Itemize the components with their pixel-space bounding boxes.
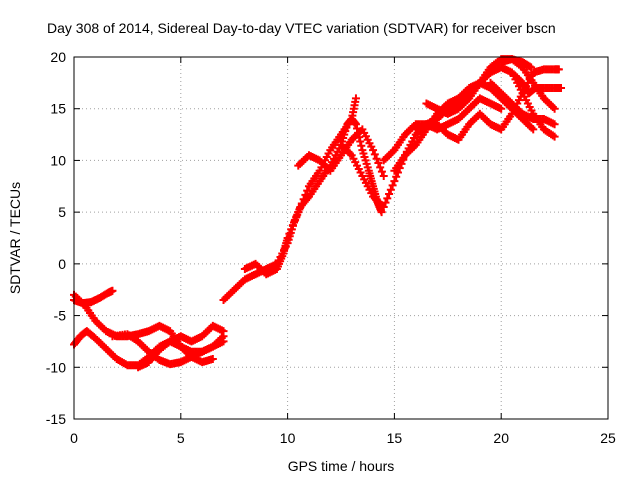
data-point xyxy=(219,337,228,346)
y-tick-label: 5 xyxy=(58,204,66,220)
data-point xyxy=(287,225,296,234)
data-point xyxy=(357,141,366,150)
data-point xyxy=(557,84,566,93)
data-point xyxy=(529,125,538,134)
data-point xyxy=(376,163,385,172)
data-point xyxy=(372,154,381,163)
data-point xyxy=(497,104,506,113)
data-point xyxy=(301,190,310,199)
data-point xyxy=(383,194,392,203)
y-tick-label: -15 xyxy=(46,411,66,427)
data-point xyxy=(370,150,379,159)
data-point xyxy=(550,120,559,129)
y-tick-label: -5 xyxy=(54,308,67,324)
data-point xyxy=(369,146,378,155)
data-point xyxy=(294,208,303,217)
y-tick-label: 10 xyxy=(50,152,66,168)
data-point xyxy=(108,286,117,295)
y-tick-label: 0 xyxy=(58,256,66,272)
data-series xyxy=(70,55,566,372)
data-point xyxy=(379,202,388,211)
x-tick-label: 0 xyxy=(70,430,78,446)
data-point xyxy=(392,172,401,181)
series-track-15 xyxy=(486,78,559,129)
series-track-8 xyxy=(294,125,388,180)
data-point xyxy=(297,199,306,208)
series-track-5 xyxy=(134,321,228,372)
y-axis-label: SDTVAR / TECUs xyxy=(7,182,23,294)
x-tick-label: 15 xyxy=(387,430,403,446)
data-point xyxy=(377,208,386,217)
data-point xyxy=(388,181,397,190)
data-point xyxy=(550,104,559,113)
series-track-6 xyxy=(219,115,386,305)
x-tick-label: 20 xyxy=(493,430,509,446)
series-track-16 xyxy=(497,55,536,72)
x-tick-label: 25 xyxy=(600,430,616,446)
data-point xyxy=(303,186,312,195)
y-tick-label: 20 xyxy=(50,49,66,65)
data-point xyxy=(296,203,305,212)
data-point xyxy=(208,355,217,364)
data-point xyxy=(356,137,365,146)
y-tick-label: 15 xyxy=(50,101,66,117)
data-point xyxy=(351,120,360,129)
data-point xyxy=(285,229,294,238)
data-point xyxy=(374,159,383,168)
data-point xyxy=(351,94,360,103)
series-track-7 xyxy=(240,94,360,279)
y-tick-label: -10 xyxy=(46,359,66,375)
x-tick-label: 10 xyxy=(280,430,296,446)
data-point xyxy=(381,198,390,207)
series-track-13 xyxy=(411,65,563,144)
chart-title: Day 308 of 2014, Sidereal Day-to-day VTE… xyxy=(47,20,556,36)
y-axis-ticks: -15 -10 -5 0 5 10 15 20 xyxy=(46,49,608,427)
plot-frame xyxy=(73,56,609,420)
data-point xyxy=(379,171,388,180)
x-axis-label: GPS time / hours xyxy=(288,458,395,474)
data-point xyxy=(385,190,394,199)
x-tick-label: 5 xyxy=(177,430,185,446)
data-point xyxy=(288,221,297,230)
data-point xyxy=(554,65,563,74)
data-point xyxy=(290,216,299,225)
data-point xyxy=(550,132,559,141)
data-point xyxy=(283,234,292,242)
data-point xyxy=(386,185,395,194)
data-point xyxy=(219,327,228,336)
series-track-14 xyxy=(507,68,566,98)
data-point xyxy=(292,212,301,221)
data-point xyxy=(390,177,399,186)
data-point xyxy=(527,63,536,72)
data-point xyxy=(299,195,308,204)
data-point xyxy=(377,167,386,176)
